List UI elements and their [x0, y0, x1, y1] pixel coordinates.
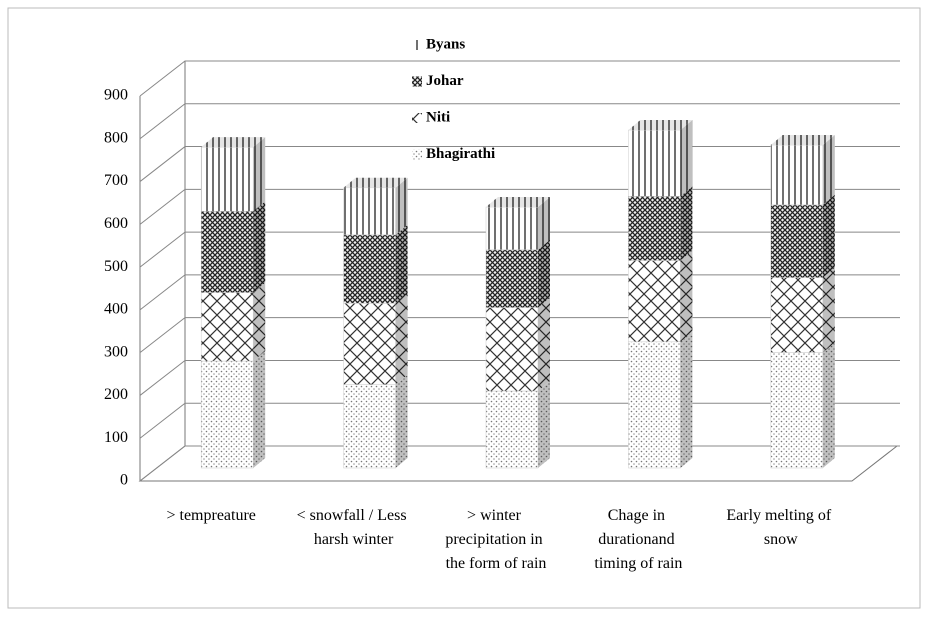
bar-side — [395, 177, 408, 235]
bar-side-shade — [680, 250, 693, 342]
bar-side — [822, 267, 835, 353]
bar-side-shade — [253, 282, 266, 362]
y-tick-label: 100 — [104, 429, 128, 446]
bar-segment — [343, 234, 396, 304]
bar-side-shade — [538, 297, 550, 391]
bar-side-shade — [680, 331, 693, 468]
bar-segment — [628, 341, 681, 469]
bar-side — [253, 201, 266, 293]
bar-side — [253, 351, 266, 468]
x-tick-label: Chage in durationand timing of rain — [594, 507, 682, 572]
bar-top — [628, 120, 693, 131]
bar-segment — [200, 292, 254, 362]
bar-side — [680, 186, 693, 261]
bar-side — [538, 297, 550, 391]
legend-label: Byans — [426, 36, 465, 52]
bar-side-shade — [395, 293, 408, 385]
bar-side — [680, 331, 693, 468]
bar-top-shade — [770, 135, 835, 146]
legend-swatch — [412, 40, 422, 50]
bar-segment — [200, 146, 254, 212]
bar-side — [680, 120, 693, 197]
bar-segment — [200, 360, 254, 469]
legend-label: Bhagirathi — [426, 146, 495, 162]
bar-side-shade — [395, 224, 408, 304]
bar-segment — [770, 277, 824, 353]
y-tick-label: 300 — [104, 343, 128, 360]
bar-side — [538, 239, 550, 308]
bar-side — [822, 342, 835, 468]
bar-segment — [770, 204, 824, 278]
bar-side-shade — [680, 120, 693, 197]
bar-segment — [770, 352, 824, 469]
bar-side — [680, 250, 693, 342]
bar-side-shade — [822, 135, 835, 205]
bar-side-shade — [395, 374, 408, 468]
y-tick-label: 700 — [104, 172, 128, 189]
y-tick-label: 200 — [104, 386, 128, 403]
bar-top — [486, 197, 550, 208]
y-tick-label: 900 — [104, 87, 128, 104]
bar-top — [343, 177, 408, 188]
bar-side — [395, 224, 408, 304]
bar-side — [822, 135, 835, 205]
bar-segment — [628, 196, 681, 261]
bar-side — [253, 137, 266, 212]
bar-top-shade — [628, 120, 693, 131]
bar-side-shade — [253, 137, 266, 212]
bar-side-shade — [822, 194, 835, 278]
x-tick-label: Early melting of snow — [726, 507, 835, 548]
bar-segment — [200, 211, 254, 293]
bar-segment — [343, 384, 396, 469]
bar-side — [538, 381, 550, 468]
bar-side-shade — [538, 197, 550, 250]
bar-segment — [485, 249, 539, 308]
bar-side — [822, 194, 835, 278]
bar-segment — [770, 144, 824, 206]
bar-top-shade — [201, 137, 266, 148]
bar-segment — [343, 303, 396, 385]
bar-side-shade — [253, 351, 266, 468]
bar-segment — [343, 187, 396, 236]
bar-side-shade — [822, 342, 835, 468]
y-tick-label: 800 — [104, 129, 128, 146]
bar-side — [395, 374, 408, 468]
bar-side-shade — [680, 186, 693, 261]
bar-side-shade — [395, 177, 408, 235]
y-tick-label: 600 — [104, 215, 128, 232]
bar-top-shade — [343, 177, 408, 188]
x-tick-label: < snowfall / Less harsh winter — [297, 507, 411, 548]
y-tick-label: 500 — [104, 258, 128, 275]
bar-segment — [485, 206, 539, 251]
bar-side-shade — [253, 201, 266, 293]
grid-line — [139, 103, 900, 140]
bar-side-shade — [538, 239, 550, 308]
bar-side-shade — [538, 381, 550, 468]
bar-segment — [628, 129, 681, 197]
bar-side — [253, 282, 266, 362]
legend-label: Johar — [426, 73, 464, 89]
y-tick-label: 0 — [120, 472, 128, 489]
bar-segment — [485, 307, 539, 392]
legend-swatch — [412, 113, 422, 123]
bar-side-shade — [822, 267, 835, 353]
bar-segment — [628, 260, 681, 343]
bar-side — [395, 293, 408, 385]
y-tick-label: 400 — [104, 301, 128, 318]
bar-top — [201, 137, 266, 148]
grid-line — [139, 60, 900, 97]
bar-side — [538, 197, 550, 250]
legend-swatch — [412, 149, 422, 160]
x-tick-label: > winter precipitation in the form of ra… — [445, 507, 546, 572]
legend-label: Niti — [426, 109, 450, 125]
legend-swatch — [412, 76, 422, 87]
bar-top — [770, 135, 835, 146]
x-tick-label: > tempreature — [166, 507, 255, 524]
bar-top-shade — [486, 197, 550, 208]
bar-segment — [485, 390, 539, 469]
frame — [7, 7, 921, 609]
